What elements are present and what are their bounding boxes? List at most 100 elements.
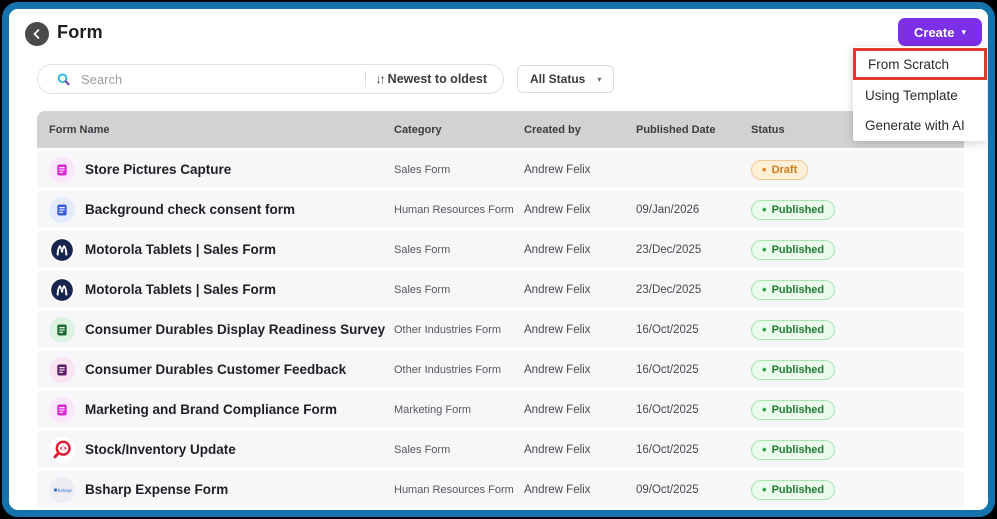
category-cell: Human Resources Form <box>394 483 514 496</box>
column-header-status: Status <box>751 123 785 136</box>
page-title: Form <box>57 22 103 42</box>
motorola-logo-icon <box>49 236 75 263</box>
published-date-cell: 16/Oct/2025 <box>636 363 699 376</box>
category-cell: Sales Form <box>394 243 451 256</box>
svg-text:bsharp: bsharp <box>58 487 72 492</box>
form-name[interactable]: Motorola Tablets | Sales Form <box>85 282 277 297</box>
magenta-doc-icon <box>49 396 75 423</box>
created-by-cell: Andrew Felix <box>524 403 591 416</box>
published-date-cell: 23/Dec/2025 <box>636 243 702 256</box>
category-cell: Sales Form <box>394 443 451 456</box>
status-label: Published <box>771 403 825 416</box>
form-name-cell: Background check consent form <box>37 196 394 223</box>
sort-control[interactable]: ↓↑ Newest to oldest <box>376 72 491 86</box>
status-label: Published <box>771 323 825 336</box>
toolbar: ↓↑ Newest to oldest All Status ▾ <box>37 64 974 94</box>
table-row[interactable]: Consumer Durables Display Readiness Surv… <box>37 311 964 348</box>
form-name[interactable]: Marketing and Brand Compliance Form <box>85 402 338 417</box>
category-cell: Sales Form <box>394 163 451 176</box>
column-header-category: Category <box>394 123 442 136</box>
form-name[interactable]: Consumer Durables Display Readiness Surv… <box>85 322 386 337</box>
status-badge: • Draft <box>751 159 809 180</box>
created-by-cell: Andrew Felix <box>524 243 591 256</box>
status-badge: • Published <box>751 479 836 500</box>
form-name-cell: Motorola Tablets | Sales Form <box>37 236 394 263</box>
category-cell: Human Resources Form <box>394 203 514 216</box>
status-badge: • Published <box>751 399 836 420</box>
status-label: Published <box>771 443 825 456</box>
table-row[interactable]: Background check consent form Human Resou… <box>37 191 964 228</box>
table-row[interactable]: Motorola Tablets | Sales Form Sales Form A… <box>37 271 964 308</box>
form-name[interactable]: Store Pictures Capture <box>85 162 232 177</box>
form-name[interactable]: Consumer Durables Customer Feedback <box>85 362 347 377</box>
status-cell: • Published <box>751 319 964 340</box>
page-header: Form Create ▾ From Scratch Using Templat… <box>9 9 988 141</box>
status-badge: • Published <box>751 439 836 460</box>
table-row[interactable]: Marketing and Brand Compliance Form Marke… <box>37 391 964 428</box>
created-by-cell: Andrew Felix <box>524 443 591 456</box>
status-label: Published <box>771 363 825 376</box>
form-name[interactable]: Bsharp Expense Form <box>85 482 229 497</box>
status-label: Published <box>771 203 825 216</box>
status-filter-dropdown[interactable]: All Status ▾ <box>517 65 615 93</box>
status-badge: • Published <box>751 239 836 260</box>
sort-arrows-icon: ↓↑ <box>375 72 386 86</box>
status-badge: • Published <box>751 279 836 300</box>
purple-doc-icon <box>49 356 75 383</box>
green-doc-icon <box>49 316 75 343</box>
search-icon <box>56 72 71 87</box>
sort-label: Newest to oldest <box>387 72 487 86</box>
menu-item-using-template[interactable]: Using Template <box>853 80 987 110</box>
category-cell: Sales Form <box>394 283 451 296</box>
status-cell: • Published <box>751 359 964 380</box>
chevron-down-icon: ▾ <box>597 74 602 84</box>
status-label: Draft <box>771 163 798 176</box>
column-header-form-name: Form Name <box>49 123 110 136</box>
status-cell: • Published <box>751 479 964 500</box>
form-name[interactable]: Background check consent form <box>85 202 296 217</box>
created-by-cell: Andrew Felix <box>524 203 591 216</box>
chevron-down-icon: ▾ <box>961 26 966 37</box>
create-button[interactable]: Create ▾ <box>898 18 982 46</box>
stock-eye-logo-icon <box>49 436 75 463</box>
form-name-cell: Stock/Inventory Update <box>37 436 394 463</box>
form-name-cell: Consumer Durables Display Readiness Surv… <box>37 316 394 343</box>
table-row[interactable]: bsharp Bsharp Expense Form Human Resource… <box>37 471 964 508</box>
status-label: Published <box>771 483 825 496</box>
status-badge: • Published <box>751 359 836 380</box>
table-row[interactable]: Stock/Inventory Update Sales Form Andrew F… <box>37 431 964 468</box>
create-dropdown-menu: From Scratch Using Template Generate wit… <box>853 47 987 141</box>
published-date-cell: 09/Jan/2026 <box>636 203 700 216</box>
menu-item-generate-with-ai[interactable]: Generate with AI <box>853 110 987 140</box>
back-button[interactable] <box>25 22 49 46</box>
status-cell: • Draft <box>751 159 964 180</box>
category-cell: Other Industries Form <box>394 323 501 336</box>
table-row[interactable]: Motorola Tablets | Sales Form Sales Form A… <box>37 231 964 268</box>
status-cell: • Published <box>751 279 964 300</box>
form-name[interactable]: Motorola Tablets | Sales Form <box>85 242 277 257</box>
table-row[interactable]: Consumer Durables Customer Feedback Other… <box>37 351 964 388</box>
menu-item-from-scratch[interactable]: From Scratch <box>853 48 987 80</box>
published-date-cell: 16/Oct/2025 <box>636 323 699 336</box>
form-name-cell: bsharp Bsharp Expense Form <box>37 476 394 503</box>
search-bar[interactable]: ↓↑ Newest to oldest <box>37 64 504 94</box>
published-date-cell: 16/Oct/2025 <box>636 443 699 456</box>
blue-doc-icon <box>49 196 75 223</box>
form-name-cell: Store Pictures Capture <box>37 156 394 183</box>
form-name[interactable]: Stock/Inventory Update <box>85 442 236 457</box>
status-cell: • Published <box>751 239 964 260</box>
search-input[interactable] <box>79 70 365 88</box>
status-badge: • Published <box>751 199 836 220</box>
column-header-published-date: Published Date <box>636 123 716 136</box>
table-row[interactable]: Store Pictures Capture Sales Form Andrew F… <box>37 151 964 188</box>
status-filter-label: All Status <box>530 72 586 86</box>
category-cell: Marketing Form <box>394 403 472 416</box>
status-badge: • Published <box>751 319 836 340</box>
created-by-cell: Andrew Felix <box>524 163 591 176</box>
form-name-cell: Motorola Tablets | Sales Form <box>37 276 394 303</box>
published-date-cell: 09/Oct/2025 <box>636 483 699 496</box>
form-name-cell: Marketing and Brand Compliance Form <box>37 396 394 423</box>
published-date-cell: 16/Oct/2025 <box>636 403 699 416</box>
